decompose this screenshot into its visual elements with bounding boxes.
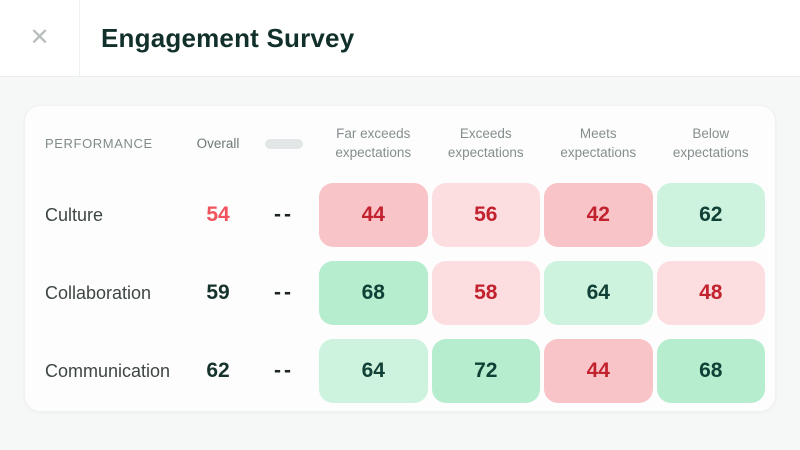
overall-value: 62 — [206, 359, 230, 382]
score-cell[interactable]: 42 — [544, 183, 653, 247]
close-button[interactable]: ✕ — [0, 0, 80, 76]
column-header-below: Below expectations — [672, 126, 749, 160]
benchmark-pill — [265, 138, 303, 149]
score-cell[interactable]: 72 — [431, 339, 540, 403]
score-cell[interactable]: 64 — [319, 339, 428, 403]
close-icon: ✕ — [29, 24, 50, 51]
page-title: Engagement Survey — [101, 22, 355, 53]
survey-results-card: PERFORMANCE Overall Far exceeds expectat… — [24, 105, 776, 412]
overall-value: 59 — [206, 281, 230, 304]
score-cell[interactable]: 44 — [319, 183, 428, 247]
performance-column-header: PERFORMANCE — [45, 136, 153, 151]
column-header-meets: Meets expectations — [560, 126, 637, 160]
heatmap-table: PERFORMANCE Overall Far exceeds expectat… — [35, 118, 765, 403]
trend-dashes: -- — [274, 281, 294, 304]
column-header-exceeds: Exceeds expectations — [447, 126, 524, 160]
overall-value: 54 — [206, 203, 230, 226]
score-cell[interactable]: 64 — [544, 261, 653, 325]
score-cell[interactable]: 44 — [544, 339, 653, 403]
score-cell[interactable]: 58 — [431, 261, 540, 325]
score-cell[interactable]: 68 — [656, 339, 765, 403]
trend-dashes: -- — [274, 359, 294, 382]
score-cell[interactable]: 62 — [656, 183, 765, 247]
column-header-far-exceeds: Far exceeds expectations — [335, 126, 412, 160]
row-label-communication: Communication — [45, 360, 171, 381]
row-label-culture: Culture — [45, 204, 104, 225]
score-cell[interactable]: 68 — [319, 261, 428, 325]
trend-column-header — [253, 138, 315, 149]
modal-header: ✕ Engagement Survey — [0, 0, 800, 77]
score-cell[interactable]: 48 — [656, 261, 765, 325]
overall-column-header: Overall — [196, 136, 240, 151]
score-cell[interactable]: 56 — [431, 183, 540, 247]
row-label-collaboration: Collaboration — [45, 282, 152, 303]
trend-dashes: -- — [274, 203, 294, 226]
